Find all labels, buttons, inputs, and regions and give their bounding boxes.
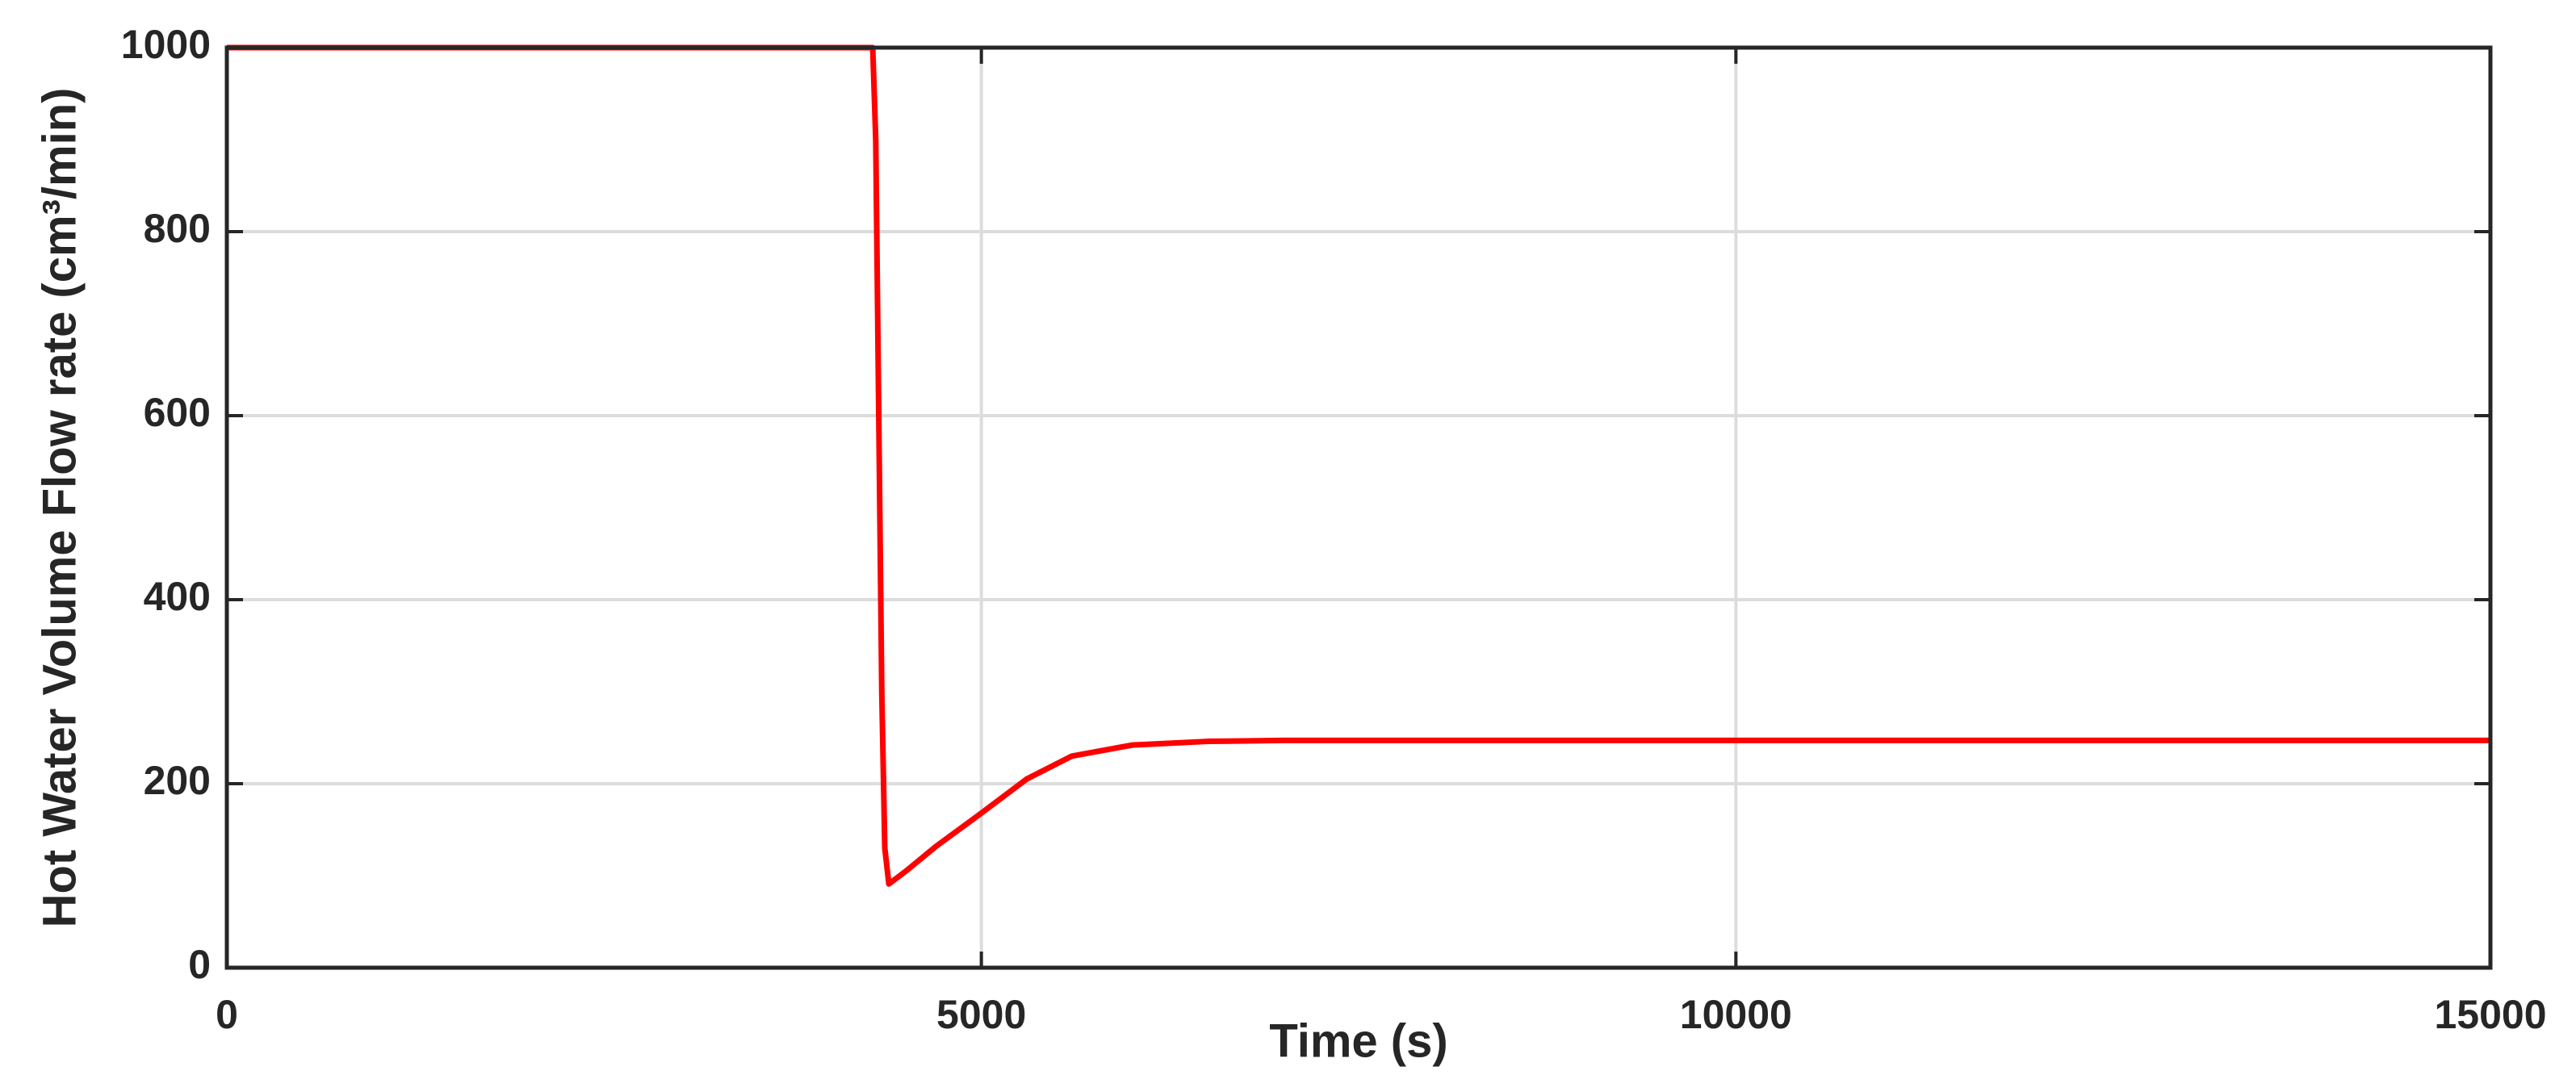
y-tick-label: 400 [144,574,211,619]
x-tick-label: 15000 [2434,992,2546,1037]
plot-frame [224,45,2493,970]
y-axis-title: Hot Water Volume Flow rate (cm³/min) [33,88,86,928]
y-tick-label: 200 [144,758,211,803]
x-tick-label: 5000 [936,992,1026,1037]
data-line [227,44,2490,887]
x-tick-label: 0 [216,992,238,1037]
x-axis-title: Time (s) [1269,1015,1447,1067]
y-tick-label: 0 [188,942,211,987]
y-tick-label: 600 [144,390,211,435]
y-tick-label: 800 [144,206,211,251]
y-tick-label: 1000 [121,22,211,67]
x-tick-label: 10000 [1680,992,1792,1037]
